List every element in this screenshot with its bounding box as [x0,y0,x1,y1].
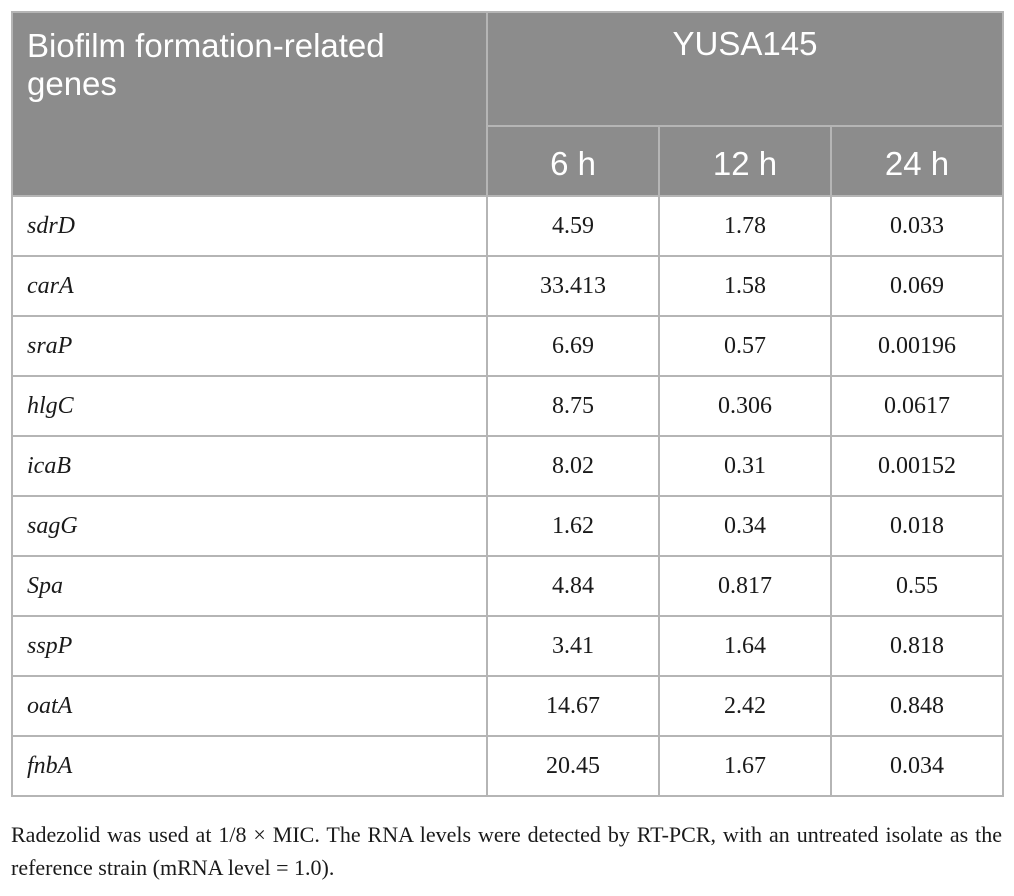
table-row: sdrD 4.59 1.78 0.033 [11,195,1005,257]
value-cell-6h: 33.413 [486,255,660,317]
gene-name-cell: sdrD [11,195,488,257]
value-cell-6h: 3.41 [486,615,660,677]
value-cell-24h: 0.818 [829,615,1005,677]
gene-name-cell: icaB [11,435,488,497]
value-cell-12h: 1.58 [658,255,832,317]
gene-name-cell: carA [11,255,488,317]
table-row: fnbA 20.45 1.67 0.034 [11,735,1005,797]
gene-expression-table: Biofilm formation-related genes YUSA145 … [11,11,1005,797]
table-row: oatA 14.67 2.42 0.848 [11,675,1005,737]
value-cell-12h: 1.67 [658,735,832,797]
value-cell-12h: 0.57 [658,315,832,377]
value-cell-6h: 6.69 [486,315,660,377]
value-cell-24h: 0.034 [829,735,1005,797]
value-cell-24h: 0.033 [829,195,1005,257]
table-row: sraP 6.69 0.57 0.00196 [11,315,1005,377]
value-cell-6h: 8.02 [486,435,660,497]
strain-header: YUSA145 [485,11,1005,127]
table-row: sspP 3.41 1.64 0.818 [11,615,1005,677]
gene-name-cell: sraP [11,315,488,377]
value-cell-24h: 0.55 [829,555,1005,617]
table-row: icaB 8.02 0.31 0.00152 [11,435,1005,497]
value-cell-12h: 1.64 [658,615,832,677]
expression-table-container: Biofilm formation-related genes YUSA145 … [11,11,1005,797]
value-cell-12h: 0.306 [658,375,832,437]
table-footnote: Radezolid was used at 1/8 × MIC. The RNA… [11,822,1002,880]
table-row: Spa 4.84 0.817 0.55 [11,555,1005,617]
gene-name-cell: fnbA [11,735,488,797]
value-cell-12h: 0.817 [658,555,832,617]
value-cell-12h: 0.34 [658,495,832,557]
gene-name-cell: hlgC [11,375,488,437]
time-header-6h: 6 h [486,125,660,197]
value-cell-24h: 0.069 [829,255,1005,317]
gene-name-cell: sagG [11,495,488,557]
gene-name-cell: oatA [11,675,488,737]
value-cell-6h: 4.59 [486,195,660,257]
time-header-12h: 12 h [658,125,832,197]
value-cell-12h: 1.78 [658,195,832,257]
value-cell-24h: 0.018 [829,495,1005,557]
value-cell-6h: 14.67 [486,675,660,737]
value-cell-24h: 0.00152 [829,435,1005,497]
gene-name-cell: sspP [11,615,488,677]
value-cell-6h: 1.62 [486,495,660,557]
value-cell-24h: 0.848 [829,675,1005,737]
table-row: carA 33.413 1.58 0.069 [11,255,1005,317]
gene-column-header: Biofilm formation-related genes [11,11,488,197]
value-cell-24h: 0.00196 [829,315,1005,377]
value-cell-12h: 0.31 [658,435,832,497]
gene-name-cell: Spa [11,555,488,617]
value-cell-6h: 20.45 [486,735,660,797]
value-cell-6h: 4.84 [486,555,660,617]
value-cell-12h: 2.42 [658,675,832,737]
value-cell-6h: 8.75 [486,375,660,437]
table-row: hlgC 8.75 0.306 0.0617 [11,375,1005,437]
table-row: sagG 1.62 0.34 0.018 [11,495,1005,557]
value-cell-24h: 0.0617 [829,375,1005,437]
time-header-24h: 24 h [829,125,1005,197]
